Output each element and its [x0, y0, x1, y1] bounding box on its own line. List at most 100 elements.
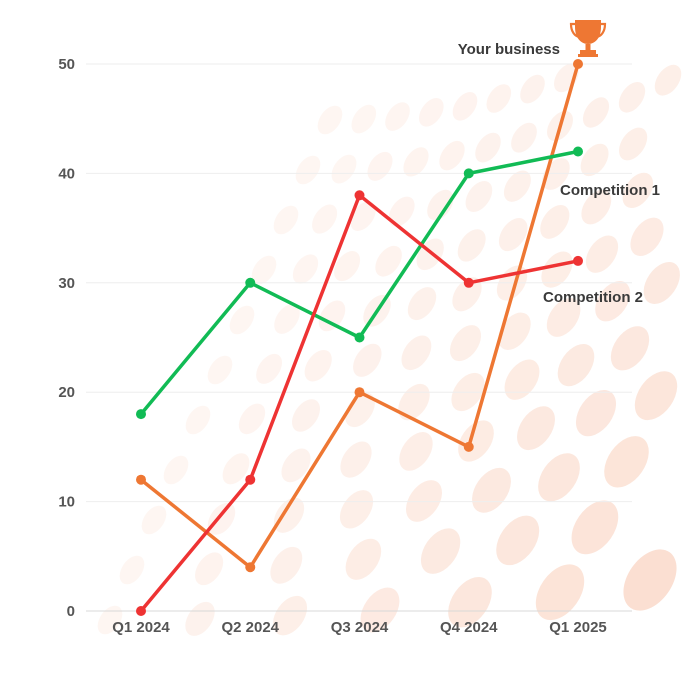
data-point-competition-2	[136, 606, 146, 616]
decor-dot	[585, 235, 619, 273]
series-labels: Your business Competition 1 Competition …	[458, 41, 660, 306]
decor-dot	[452, 91, 478, 121]
decor-dot	[291, 399, 321, 432]
decor-dot	[353, 343, 382, 377]
decor-dot	[207, 502, 236, 535]
data-point-competition-1	[354, 332, 365, 343]
decor-dot	[367, 151, 393, 181]
decor-dot	[618, 82, 646, 113]
decor-dot	[517, 406, 555, 451]
decor-dot	[185, 405, 211, 435]
decor-dot	[407, 287, 437, 321]
decor-dot	[251, 255, 277, 285]
decor-dot	[207, 355, 233, 385]
decor-dot	[448, 577, 492, 628]
decor-dot	[194, 552, 224, 586]
decor-dot	[427, 189, 454, 221]
decor-dot	[318, 300, 346, 332]
decor-dot	[535, 564, 585, 621]
decor-dot	[452, 277, 482, 312]
y-tick-label: 10	[58, 494, 75, 511]
decor-dot	[163, 455, 189, 485]
decor-dot	[295, 155, 321, 185]
decor-dot	[575, 389, 617, 437]
decor-dot	[270, 546, 303, 584]
trophy-icon	[569, 20, 607, 57]
decor-dot	[486, 84, 512, 113]
decor-dot	[185, 601, 215, 636]
decor-dot	[618, 127, 648, 161]
decor-dot	[538, 453, 580, 502]
background-pattern	[97, 63, 682, 636]
decor-dot	[304, 349, 332, 382]
decor-dot	[557, 343, 595, 387]
decor-dot	[511, 122, 537, 153]
decor-dot	[334, 251, 361, 282]
decor-dot	[472, 467, 511, 513]
decor-dot	[504, 359, 540, 400]
decor-dot	[119, 555, 145, 585]
decor-dot	[546, 297, 581, 337]
decor-dot	[622, 172, 654, 209]
decor-dot	[273, 205, 299, 235]
decor-dot	[449, 325, 482, 362]
decor-dot	[317, 105, 343, 135]
data-point-competition-2	[354, 190, 365, 201]
y-tick-label: 0	[67, 603, 75, 620]
decor-dot	[281, 448, 311, 483]
x-axis-ticks: Q1 2024 Q2 2024 Q3 2024 Q4 2024 Q1 2025	[112, 619, 607, 636]
decor-dot	[385, 102, 410, 131]
decor-dot	[274, 304, 300, 334]
decor-dot	[571, 500, 619, 555]
data-point-competition-2	[573, 255, 583, 266]
decor-dot	[339, 490, 374, 529]
decor-dot	[457, 229, 486, 262]
decor-dot	[498, 218, 528, 252]
x-tick-label: Q3 2024	[331, 619, 389, 636]
y-tick-label: 40	[58, 165, 75, 182]
data-point-competition-1	[573, 146, 583, 157]
decor-dot	[403, 147, 429, 177]
y-axis-ticks: 0 10 20 30 40 50	[58, 56, 75, 620]
decor-dot	[643, 262, 680, 304]
decor-dot	[630, 217, 664, 256]
decor-dot	[420, 528, 461, 574]
x-tick-label: Q1 2024	[112, 619, 170, 636]
data-point-your-business	[245, 562, 256, 573]
decor-dot	[222, 453, 250, 485]
data-point-competition-2	[245, 474, 256, 485]
data-point-competition-2	[463, 277, 474, 288]
gridlines	[86, 63, 632, 503]
series-label-competition-1: Competition 1	[560, 182, 660, 199]
decor-dot	[581, 189, 612, 225]
decor-dot	[541, 251, 573, 288]
decor-dot	[401, 335, 432, 371]
decor-dot	[540, 204, 570, 239]
data-point-your-business	[136, 474, 146, 485]
y-tick-label: 50	[58, 56, 75, 73]
decor-dot	[238, 403, 266, 435]
x-tick-label: Q1 2025	[549, 619, 607, 636]
decor-dot	[498, 312, 531, 351]
data-point-competition-1	[245, 277, 256, 288]
decor-dot	[623, 549, 677, 611]
decor-dot	[418, 97, 444, 127]
y-tick-label: 20	[58, 384, 75, 401]
decor-dot	[496, 515, 540, 566]
decor-dot	[312, 204, 338, 234]
decor-dot	[465, 181, 493, 212]
decor-dot	[141, 505, 167, 535]
decor-dot	[405, 480, 443, 522]
x-tick-label: Q2 2024	[221, 619, 279, 636]
decor-dot	[350, 201, 376, 231]
decor-dot	[582, 97, 610, 128]
decor-dot	[654, 64, 682, 96]
decor-dot	[595, 281, 631, 322]
x-tick-label: Q4 2024	[440, 619, 498, 636]
decor-dot	[331, 154, 357, 184]
decor-dot	[634, 371, 678, 421]
series-lines	[136, 59, 583, 616]
decor-dot	[610, 326, 650, 371]
